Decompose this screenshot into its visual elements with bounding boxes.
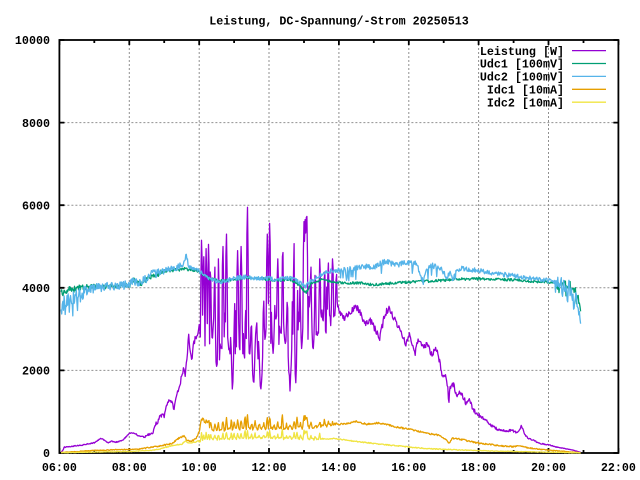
svg-text:Leistung, DC-Spannung/-Strom 2: Leistung, DC-Spannung/-Strom 20250513 [209,15,469,29]
svg-text:6000: 6000 [22,199,50,213]
svg-text:Idc1 [10mA]: Idc1 [10mA] [487,84,564,98]
svg-text:4000: 4000 [22,282,50,296]
svg-text:10:00: 10:00 [182,461,217,475]
svg-text:Leistung [W]: Leistung [W] [480,45,564,59]
svg-text:20:00: 20:00 [531,461,566,475]
svg-text:08:00: 08:00 [112,461,147,475]
svg-text:Idc2 [10mA]: Idc2 [10mA] [487,96,564,110]
svg-text:10000: 10000 [15,34,50,48]
svg-text:2000: 2000 [22,365,50,379]
svg-text:8000: 8000 [22,117,50,131]
svg-text:16:00: 16:00 [391,461,426,475]
svg-text:22:00: 22:00 [601,461,636,475]
svg-text:18:00: 18:00 [461,461,496,475]
svg-text:06:00: 06:00 [42,461,77,475]
svg-text:Udc2 [100mV]: Udc2 [100mV] [480,71,564,85]
svg-text:12:00: 12:00 [251,461,286,475]
svg-text:0: 0 [43,447,50,461]
svg-text:Udc1 [100mV]: Udc1 [100mV] [480,58,564,72]
svg-text:14:00: 14:00 [321,461,356,475]
